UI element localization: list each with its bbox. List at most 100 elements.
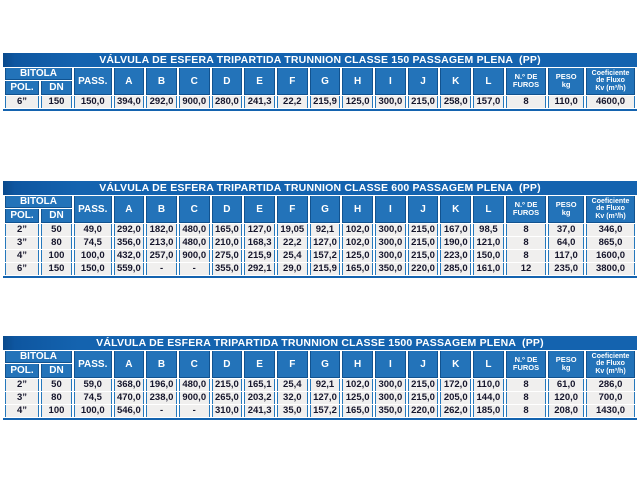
cell-a: 432,0	[113, 250, 145, 262]
cell-e: 127,0	[244, 224, 275, 236]
cell-f: 35,0	[276, 405, 308, 417]
cell-peso: 120,0	[548, 392, 585, 404]
col-header-d: D	[211, 351, 243, 378]
cell-d: 310,0	[211, 405, 243, 417]
col-header-coeficiente-line: de Fluxo	[596, 77, 625, 85]
table-row: 2” 50 59,0 368,0 196,0 480,0 215,0 165,1 25,4 92,…	[5, 379, 635, 391]
cell-peso: 110,0	[548, 96, 585, 108]
col-header-furos-line: N.º DE	[514, 72, 538, 82]
table-title: VÁLVULA DE ESFERA TRIPARTIDA TRUNNION CL…	[3, 336, 637, 350]
col-header-peso-line: PESO	[555, 355, 577, 365]
cell-f: 19,05	[276, 224, 308, 236]
cell-pass: 59,0	[73, 379, 112, 391]
cell-dn: 80	[40, 237, 72, 249]
cell-k: 285,0	[440, 263, 472, 275]
cell-c: 900,0	[178, 96, 210, 108]
col-header-peso-line: kg	[561, 80, 571, 89]
cell-h: 125,0	[342, 96, 373, 108]
cell-kv: 286,0	[586, 379, 635, 391]
cell-k: 167,0	[440, 224, 472, 236]
cell-furos: 8	[505, 237, 547, 249]
cell-i: 300,0	[375, 224, 406, 236]
cell-dn: 150	[40, 263, 72, 275]
col-header-bitola: BITOLA	[5, 351, 72, 363]
col-header-coeficiente-line: Coeficiente	[591, 197, 630, 205]
cell-i: 300,0	[375, 237, 406, 249]
cell-c: -	[178, 405, 210, 417]
col-header-d: D	[211, 68, 243, 95]
cell-j: 215,0	[407, 96, 439, 108]
col-header-peso: PESO kg	[548, 68, 585, 95]
col-header-dn: DN	[40, 209, 72, 223]
cell-j: 215,0	[407, 224, 439, 236]
cell-pass: 150,0	[73, 96, 112, 108]
col-header-k: K	[440, 351, 472, 378]
cell-d: 215,0	[211, 379, 243, 391]
cell-l: 110,0	[473, 379, 504, 391]
cell-pass: 150,0	[73, 263, 112, 275]
col-header-pol: POL.	[5, 209, 39, 223]
col-header-i: I	[375, 196, 406, 223]
cell-dn: 100	[40, 405, 72, 417]
cell-furos: 8	[505, 224, 547, 236]
cell-e: 165,1	[244, 379, 275, 391]
col-header-f: F	[276, 68, 308, 95]
col-header-peso: PESO kg	[548, 351, 585, 378]
col-header-peso-line: kg	[561, 208, 571, 217]
valve-table-1: VÁLVULA DE ESFERA TRIPARTIDA TRUNNION CL…	[3, 53, 637, 111]
cell-kv: 1600,0	[586, 250, 635, 262]
col-header-pol: POL.	[5, 81, 39, 95]
col-header-j: J	[407, 196, 439, 223]
cell-e: 203,2	[244, 392, 275, 404]
cell-g: 215,9	[309, 96, 341, 108]
col-header-k: K	[440, 68, 472, 95]
cell-g: 127,0	[309, 237, 341, 249]
cell-b: 213,0	[146, 237, 177, 249]
cell-g: 157,2	[309, 405, 341, 417]
cell-l: 121,0	[473, 237, 504, 249]
cell-pass: 74,5	[73, 237, 112, 249]
col-header-b: B	[146, 196, 177, 223]
cell-k: 172,0	[440, 379, 472, 391]
col-header-coeficiente-line: Kv (m³/h)	[595, 84, 626, 92]
col-header-b: B	[146, 351, 177, 378]
cell-c: -	[178, 263, 210, 275]
cell-f: 22,2	[276, 96, 308, 108]
cell-i: 300,0	[375, 250, 406, 262]
cell-j: 215,0	[407, 379, 439, 391]
cell-pol: 2”	[5, 224, 39, 236]
table-row: 3” 80 74,5 470,0 238,0 900,0 265,0 203,2 32,0 127…	[5, 392, 635, 404]
col-header-c: C	[178, 68, 210, 95]
col-header-coeficiente: Coeficiente de Fluxo Kv (m³/h)	[586, 68, 635, 95]
col-header-h: H	[342, 68, 373, 95]
cell-j: 215,0	[407, 250, 439, 262]
cell-peso: 117,0	[548, 250, 585, 262]
cell-g: 157,2	[309, 250, 341, 262]
cell-dn: 150	[40, 96, 72, 108]
col-header-furos-line: N.º DE	[514, 355, 538, 365]
cell-k: 258,0	[440, 96, 472, 108]
col-header-furos: N.º DE FUROS	[505, 196, 547, 223]
col-header-d: D	[211, 196, 243, 223]
cell-b: 292,0	[146, 96, 177, 108]
col-header-i: I	[375, 68, 406, 95]
col-header-g: G	[309, 196, 341, 223]
col-header-l: L	[473, 68, 504, 95]
cell-l: 150,0	[473, 250, 504, 262]
cell-a: 546,0	[113, 405, 145, 417]
cell-h: 102,0	[342, 379, 373, 391]
col-header-h: H	[342, 351, 373, 378]
col-header-f: F	[276, 351, 308, 378]
cell-pol: 6”	[5, 96, 39, 108]
cell-e: 215,9	[244, 250, 275, 262]
cell-h: 102,0	[342, 224, 373, 236]
cell-a: 356,0	[113, 237, 145, 249]
col-header-coeficiente-line: Coeficiente	[591, 352, 630, 360]
col-header-furos: N.º DE FUROS	[505, 351, 547, 378]
cell-b: 196,0	[146, 379, 177, 391]
col-header-pass: PASS.	[73, 196, 112, 223]
cell-b: -	[146, 263, 177, 275]
cell-kv: 865,0	[586, 237, 635, 249]
col-header-g: G	[309, 351, 341, 378]
col-header-c: C	[178, 351, 210, 378]
